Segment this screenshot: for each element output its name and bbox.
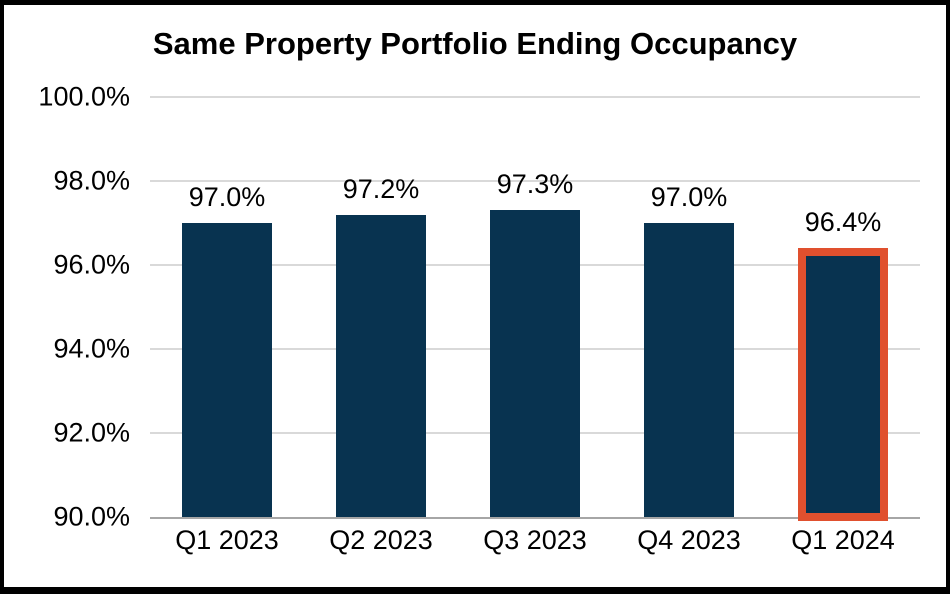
bar-group: 97.3%	[458, 97, 612, 517]
y-tick-label: 96.0%	[53, 249, 130, 280]
x-tick-label: Q3 2023	[483, 525, 587, 555]
x-axis: Q1 2023 Q2 2023 Q3 2023 Q4 2023 Q1 2024	[150, 525, 920, 556]
bars-container: 97.0% 97.2% 97.3% 97.0% 96.4%	[150, 97, 920, 521]
bar-group: 97.0%	[612, 97, 766, 517]
gridline	[150, 180, 920, 182]
bar	[182, 223, 272, 517]
bar-group: 97.2%	[304, 97, 458, 517]
x-tick-label: Q4 2023	[637, 525, 741, 555]
y-tick-label: 92.0%	[53, 417, 130, 448]
bar	[490, 210, 580, 517]
bar-value-label: 97.0%	[650, 182, 728, 212]
bar	[336, 214, 426, 517]
bar-value-label: 96.4%	[804, 207, 882, 238]
bar-group: 97.0%	[150, 97, 304, 517]
x-tick-label: Q1 2023	[175, 525, 279, 555]
y-tick-label: 98.0%	[53, 165, 130, 196]
bar-highlighted	[798, 248, 888, 521]
y-tick-label: 90.0%	[53, 501, 130, 532]
y-axis: 100.0% 98.0% 96.0% 94.0% 92.0% 90.0%	[4, 82, 130, 532]
plot-area: 97.0% 97.2% 97.3% 97.0% 96.4%	[150, 96, 920, 521]
bar-value-label: 97.3%	[496, 169, 574, 200]
bar-value-label: 97.2%	[342, 173, 420, 204]
chart-title: Same Property Portfolio Ending Occupancy	[152, 26, 798, 61]
bar	[644, 223, 734, 517]
bar-group: 96.4%	[766, 97, 920, 521]
x-tick-label: Q2 2023	[329, 525, 433, 555]
x-tick-label: Q1 2024	[791, 525, 895, 555]
y-tick-label: 100.0%	[38, 81, 130, 112]
gridline	[150, 96, 920, 98]
y-tick-label: 94.0%	[53, 333, 130, 364]
bar-value-label: 97.0%	[188, 182, 266, 212]
